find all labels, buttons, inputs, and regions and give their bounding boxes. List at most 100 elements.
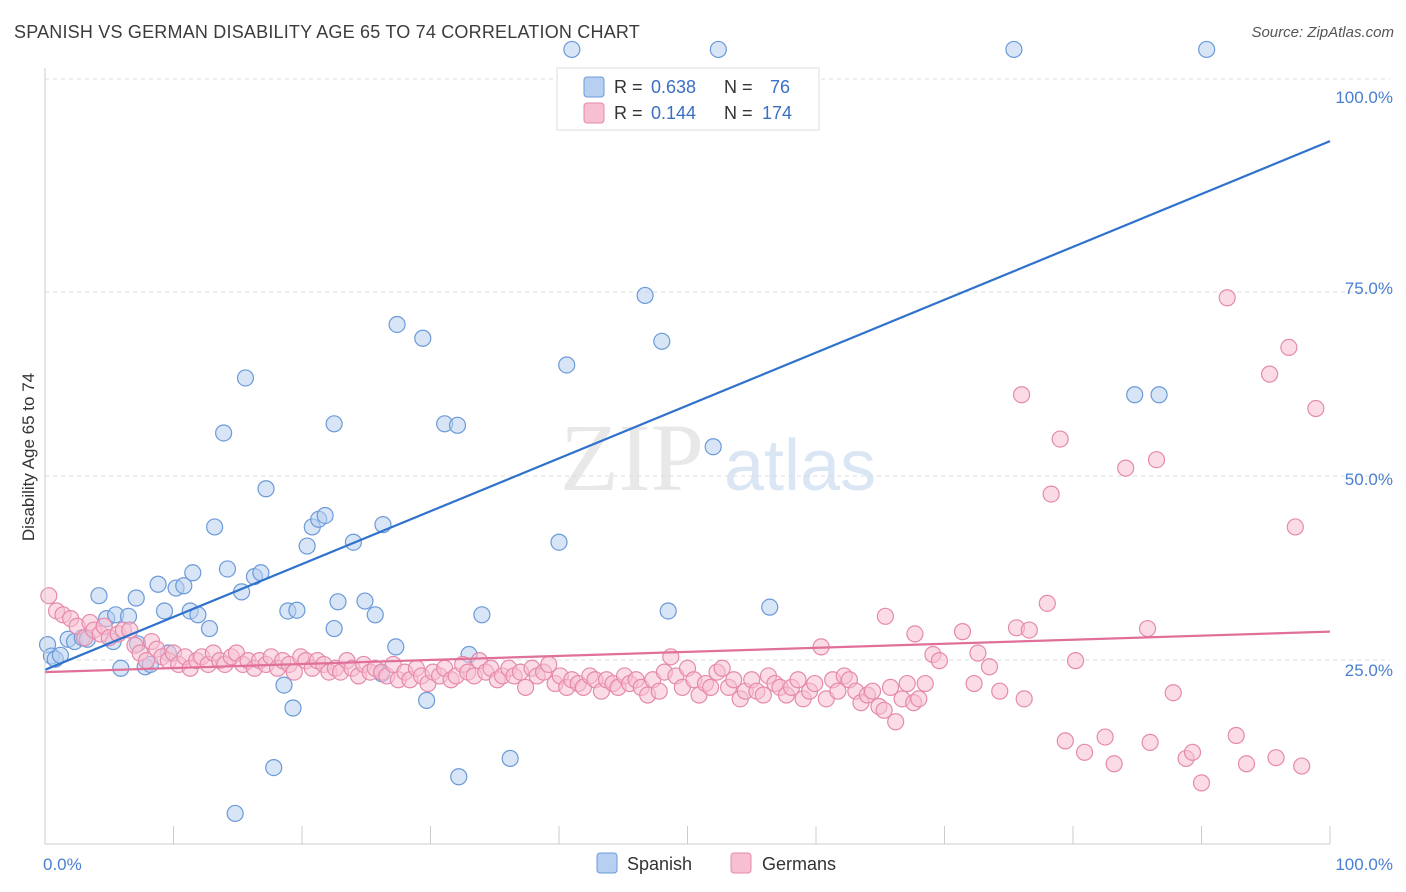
y-tick-label-3: 100.0% — [1335, 88, 1393, 107]
spanish-point-54 — [388, 315, 406, 334]
german-point-171 — [1096, 728, 1114, 746]
spanish-point-44 — [316, 506, 334, 525]
x-tick-label-0: 0.0% — [43, 855, 82, 874]
legend-spanish-r: 0.638 — [651, 77, 696, 97]
spanish-point-56 — [418, 691, 436, 709]
spanish-point-14 — [127, 589, 145, 607]
german-point-142 — [863, 682, 882, 700]
german-point-136 — [829, 682, 847, 700]
german-point-186 — [1280, 338, 1298, 356]
spanish-point-70 — [709, 40, 727, 59]
german-point-160 — [991, 682, 1009, 700]
german-point-181 — [1218, 289, 1236, 307]
german-point-150 — [910, 690, 928, 708]
legend-spanish-n: 76 — [770, 77, 790, 97]
spanish-point-66 — [636, 286, 654, 305]
german-point-156 — [953, 623, 972, 641]
bottom-legend-spanish: Spanish — [627, 854, 692, 874]
german-point-132 — [806, 674, 824, 693]
german-point-189 — [1307, 399, 1325, 418]
spanish-point-47 — [325, 415, 343, 433]
spanish-point-41 — [298, 537, 316, 555]
german-point-0 — [40, 587, 58, 605]
spanish-point-73 — [1126, 386, 1144, 404]
spanish-point-50 — [366, 606, 384, 624]
spanish-point-58 — [448, 416, 467, 434]
legend-spanish-r-label: R = — [614, 77, 643, 97]
y-axis-label: Disability Age 65 to 74 — [19, 373, 38, 541]
german-point-184 — [1261, 365, 1279, 383]
german-point-175 — [1141, 733, 1159, 751]
spanish-point-22 — [175, 577, 193, 595]
spanish-point-55 — [414, 329, 432, 347]
spanish-point-71 — [761, 598, 779, 616]
german-point-174 — [1138, 619, 1157, 638]
spanish-point-32 — [236, 369, 255, 387]
spanish-point-69 — [704, 438, 722, 456]
german-point-157 — [969, 644, 987, 662]
german-point-169 — [1066, 652, 1085, 670]
german-point-114 — [702, 678, 720, 696]
spanish-point-24 — [184, 564, 202, 582]
chart-title: SPANISH VS GERMAN DISABILITY AGE 65 TO 7… — [14, 22, 640, 42]
spanish-point-53 — [387, 638, 405, 656]
german-trend-line — [44, 630, 1331, 674]
german-point-118 — [725, 671, 743, 689]
spanish-point-68 — [659, 602, 677, 620]
spanish-point-64 — [558, 356, 576, 374]
spanish-point-61 — [473, 606, 491, 624]
spanish-point-59 — [450, 768, 468, 786]
german-point-146 — [887, 713, 905, 731]
spanish-point-74 — [1150, 386, 1168, 404]
spanish-point-62 — [501, 749, 519, 768]
watermark-zip: ZIP — [560, 404, 704, 511]
german-point-105 — [650, 682, 668, 700]
spanish-trend-line — [44, 140, 1331, 671]
german-point-151 — [916, 674, 934, 693]
bottom-legend-germans: Germans — [762, 854, 836, 874]
spanish-point-67 — [653, 332, 671, 350]
german-point-172 — [1105, 755, 1123, 773]
source-label: Source: ZipAtlas.com — [1251, 24, 1394, 41]
spanish-point-12 — [112, 659, 130, 677]
legend-german-n-label: N = — [724, 103, 753, 123]
spanish-point-35 — [257, 480, 275, 498]
spanish-point-39 — [284, 699, 302, 717]
german-point-158 — [965, 674, 983, 693]
german-point-164 — [1020, 621, 1038, 639]
german-points — [40, 289, 1325, 792]
spanish-point-28 — [215, 424, 233, 442]
spanish-point-29 — [218, 560, 237, 578]
legend-spanish-n-label: N = — [724, 77, 753, 97]
spanish-point-46 — [329, 593, 347, 611]
german-point-179 — [1183, 743, 1202, 761]
trend-lines — [44, 140, 1331, 674]
german-point-173 — [1117, 459, 1135, 477]
watermark: ZIP atlas — [560, 404, 876, 511]
german-point-153 — [906, 625, 924, 643]
german-point-188 — [1293, 757, 1311, 775]
german-point-165 — [1038, 594, 1056, 612]
legend-german-n: 174 — [762, 103, 792, 123]
spanish-point-27 — [206, 518, 224, 536]
spanish-point-37 — [275, 676, 293, 694]
german-point-183 — [1237, 755, 1256, 773]
german-point-176 — [1147, 451, 1166, 469]
spanish-point-45 — [325, 619, 343, 638]
spanish-point-40 — [288, 601, 306, 619]
german-point-162 — [1012, 386, 1031, 404]
bottom-legend-spanish-swatch — [596, 852, 618, 874]
spanish-point-65 — [563, 40, 581, 59]
legend-german-swatch — [583, 102, 605, 124]
german-point-177 — [1164, 684, 1182, 702]
spanish-point-8 — [90, 587, 108, 605]
y-tick-label-2: 75.0% — [1345, 279, 1393, 298]
german-point-170 — [1075, 743, 1094, 761]
legend-german-r-label: R = — [614, 103, 643, 123]
legend-spanish-swatch — [583, 76, 605, 98]
x-tick-label-1: 100.0% — [1335, 855, 1393, 874]
watermark-atlas: atlas — [724, 426, 876, 506]
german-point-129 — [789, 671, 807, 689]
german-point-82 — [516, 678, 535, 696]
